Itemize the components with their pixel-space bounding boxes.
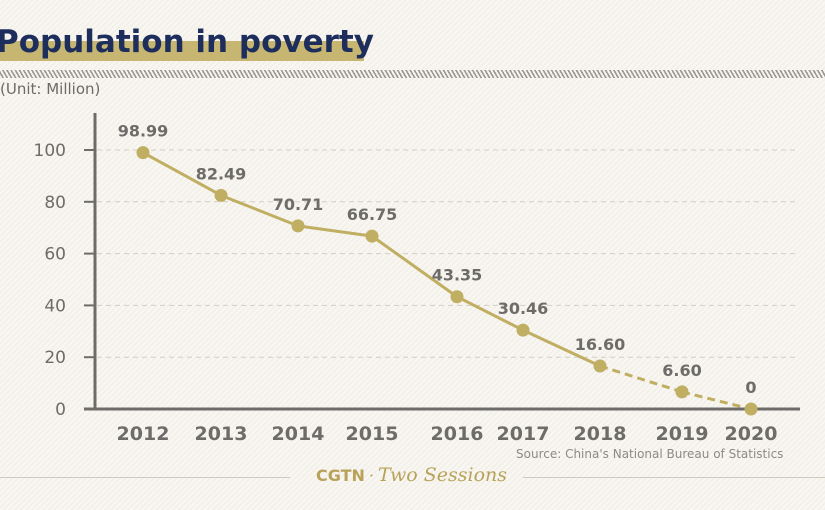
data-labels: 98.99 82.49 70.71 66.75 43.35 30.46 16.60 6.60 0	[118, 122, 757, 397]
x-tick-label: 2018	[574, 423, 627, 445]
data-label-2013: 82.49	[196, 164, 247, 183]
data-label-2015: 66.75	[347, 205, 398, 224]
x-tick-label: 2013	[195, 423, 248, 445]
y-tick-label: 20	[44, 348, 66, 368]
line-segment-dashed	[681, 390, 752, 411]
cgtn-logo: CGTN	[316, 466, 365, 485]
data-point-2012	[136, 146, 150, 160]
x-tick-label: 2016	[431, 423, 484, 445]
x-tick-label: 2017	[497, 423, 550, 445]
y-tick-label: 80	[44, 193, 66, 213]
footer-divider-left	[0, 477, 290, 478]
data-point-2019	[675, 385, 689, 399]
data-label-2019: 6.60	[662, 361, 701, 380]
line-segment-dashed	[599, 364, 683, 394]
data-label-2016: 43.35	[432, 266, 483, 285]
x-tick-label: 2014	[272, 423, 325, 445]
data-point-2017	[516, 323, 530, 337]
x-tick-label: 2020	[725, 423, 778, 445]
data-point-2020	[744, 402, 758, 416]
data-point-2016	[450, 290, 464, 304]
line-segment	[371, 234, 458, 298]
chart-title: Population in poverty	[0, 24, 374, 60]
data-points	[136, 146, 758, 416]
line-segment	[142, 151, 222, 197]
data-label-2012: 98.99	[118, 122, 169, 141]
y-tick-label: 60	[44, 245, 66, 265]
line-segment	[297, 224, 373, 238]
line-segment	[456, 295, 524, 332]
line-segment	[220, 193, 299, 228]
program-name: Two Sessions	[378, 464, 508, 486]
source-note: Source: China's National Bureau of Stati…	[516, 447, 784, 461]
y-tick-label: 0	[55, 400, 66, 420]
axes	[84, 113, 800, 411]
hatched-divider	[0, 70, 825, 78]
data-point-2013	[214, 188, 228, 202]
data-label-2018: 16.60	[575, 335, 626, 354]
y-tick-labels: 0 20 40 60 80 100	[34, 141, 66, 420]
y-tick-label: 100	[34, 141, 66, 161]
title-highlight-bar	[0, 41, 364, 61]
data-point-2018	[593, 359, 607, 373]
data-label-2020: 0	[745, 378, 756, 397]
x-tick-label: 2015	[346, 423, 399, 445]
unit-label: (Unit: Million)	[0, 80, 101, 98]
data-label-2014: 70.71	[273, 195, 324, 214]
data-point-2014	[291, 219, 305, 233]
brand-footer: CGTN · Two Sessions	[316, 464, 507, 486]
footer-divider-right	[523, 477, 825, 478]
line-segment	[522, 328, 601, 368]
x-tick-label: 2019	[656, 423, 709, 445]
data-point-2015	[365, 229, 379, 243]
data-label-2017: 30.46	[498, 299, 549, 318]
brand-separator: ·	[368, 466, 374, 485]
x-tick-labels: 2012 2013 2014 2015 2016 2017 2018 2019 2020	[117, 423, 778, 445]
series-lines	[142, 151, 752, 411]
x-tick-label: 2012	[117, 423, 170, 445]
y-tick-label: 40	[44, 296, 66, 316]
